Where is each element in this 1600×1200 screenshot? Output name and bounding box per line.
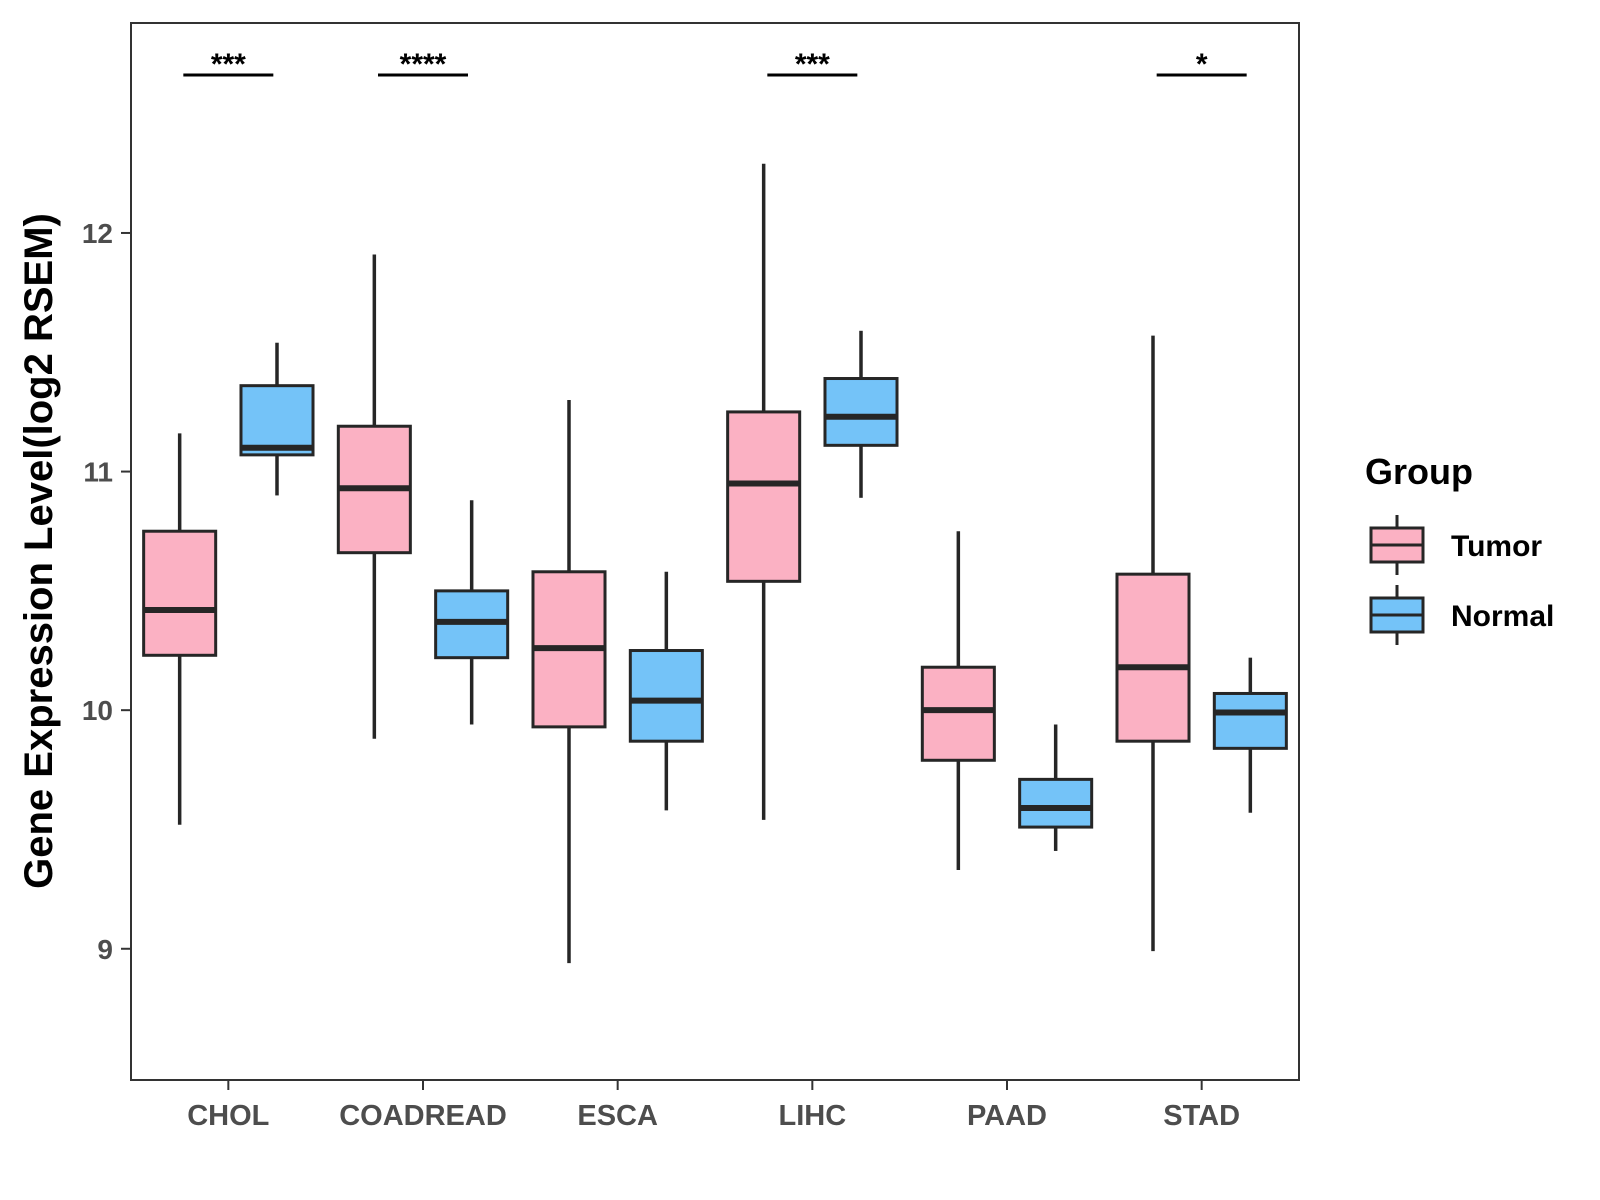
significance-coadread: **** — [378, 48, 468, 81]
y-tick-label: 12 — [82, 218, 113, 249]
significance-label: * — [1196, 48, 1208, 81]
box-normal-lihc — [823, 330, 899, 498]
legend-title: Group — [1365, 451, 1473, 492]
box-tumor-coadread — [336, 254, 412, 739]
box-tumor-paad — [920, 531, 996, 871]
y-tick-label: 11 — [83, 457, 113, 488]
box-normal-esca — [628, 571, 704, 811]
box-tumor-chol — [142, 433, 218, 825]
y-tick-label: 10 — [82, 695, 113, 726]
x-tick-label: PAAD — [967, 1100, 1047, 1132]
significance-stad: * — [1156, 48, 1247, 81]
legend-item-tumor: Tumor — [1369, 515, 1542, 575]
box-tumor-lihc — [726, 163, 802, 820]
legend-label: Normal — [1451, 600, 1554, 633]
x-tick-label: ESCA — [577, 1100, 658, 1132]
box-body — [1018, 777, 1094, 829]
box-body — [726, 410, 802, 583]
significance-chol: *** — [183, 48, 274, 81]
box-body — [239, 384, 315, 457]
y-axis-title: Gene Expression Level(log2 RSEM) — [17, 213, 61, 889]
box-body — [142, 529, 218, 657]
significance-label: *** — [795, 48, 830, 81]
plot-panel-border — [130, 22, 1300, 1081]
box-body — [628, 649, 704, 743]
box-body — [920, 665, 996, 762]
x-tick-label: STAD — [1163, 1100, 1240, 1132]
box-body — [1212, 691, 1288, 750]
box-body — [823, 377, 899, 447]
box-normal-chol — [239, 342, 315, 496]
y-tick-label: 9 — [97, 934, 113, 965]
x-tick-label: LIHC — [778, 1100, 846, 1132]
box-tumor-esca — [531, 399, 607, 964]
legend-label: Tumor — [1451, 530, 1542, 563]
box-normal-coadread — [434, 500, 510, 725]
x-tick-label: COADREAD — [339, 1100, 507, 1132]
significance-lihc: *** — [767, 48, 858, 81]
legend: Group Tumor Normal — [1365, 451, 1554, 645]
plot-marks: *** **** *** * — [142, 48, 1288, 964]
box-normal-stad — [1212, 657, 1288, 813]
box-body — [1115, 572, 1191, 743]
box-tumor-stad — [1115, 335, 1191, 952]
legend-item-normal: Normal — [1369, 585, 1554, 645]
y-axis: 9 10 11 12 — [82, 218, 131, 965]
x-axis: CHOL COADREAD ESCA LIHC PAAD STAD — [187, 1080, 1240, 1132]
significance-label: *** — [211, 48, 246, 81]
box-normal-paad — [1018, 724, 1094, 851]
x-tick-label: CHOL — [187, 1100, 269, 1132]
significance-label: **** — [400, 48, 447, 81]
